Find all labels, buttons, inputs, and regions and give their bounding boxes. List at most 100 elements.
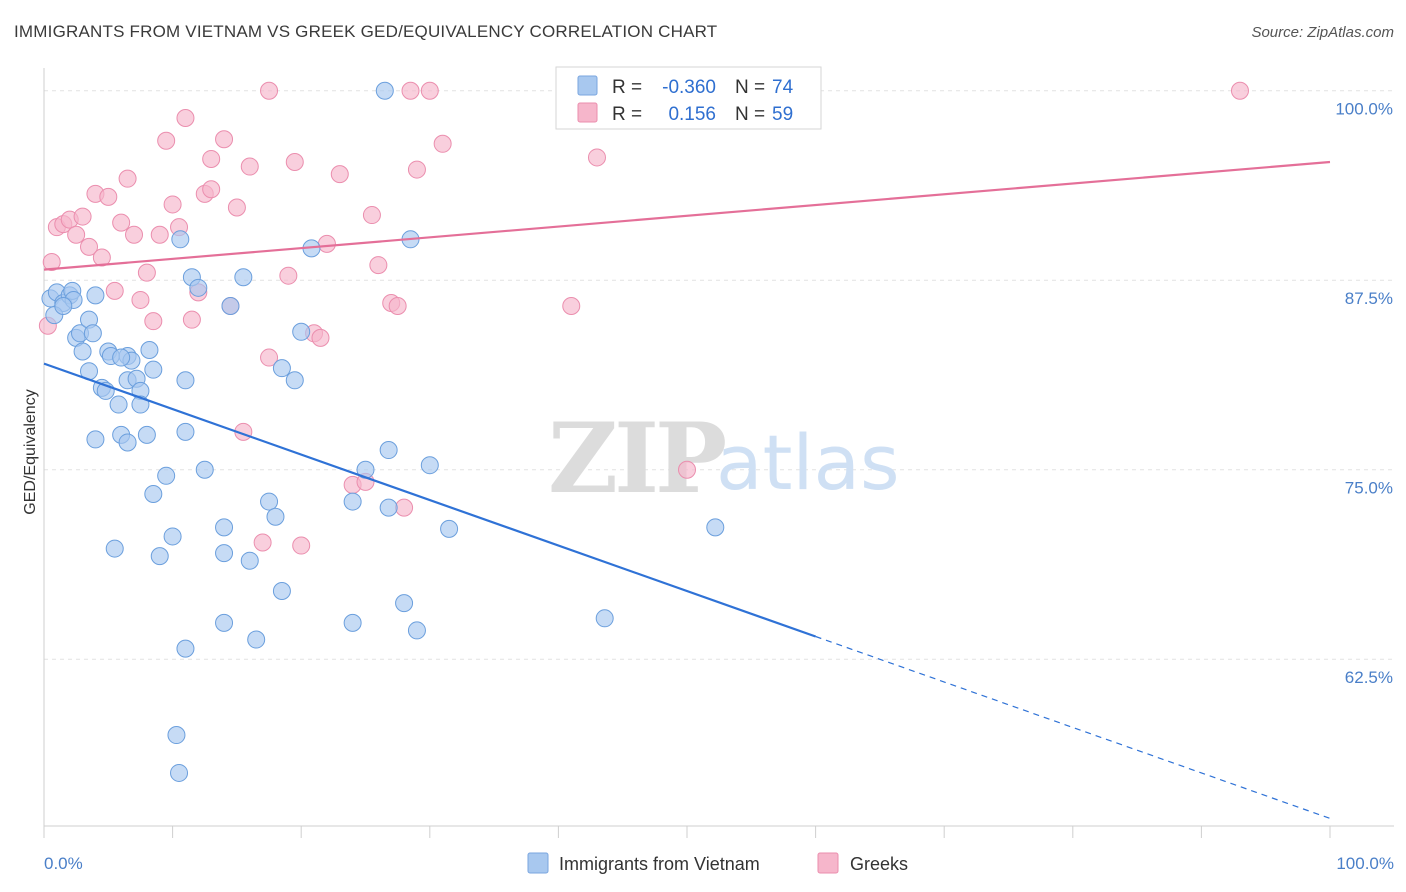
vietnam-point <box>215 544 234 563</box>
y-axis-label: GED/Equivalency <box>22 389 39 514</box>
legend-r-label-2: R = <box>612 104 642 125</box>
greeks-point <box>317 234 336 253</box>
vietnam-point <box>83 324 102 343</box>
bottom-legend-swatch-vietnam <box>527 852 549 874</box>
greeks-point <box>73 207 92 226</box>
trend-lines <box>43 160 1331 819</box>
vietnam-point <box>167 726 186 745</box>
greeks-point <box>395 498 414 517</box>
series-legend: Immigrants from Vietnam Greeks <box>527 852 908 874</box>
greeks-point <box>125 225 144 244</box>
greeks-point <box>330 165 349 184</box>
greeks-point <box>105 281 124 300</box>
greeks-point <box>285 152 304 171</box>
axes <box>43 68 1394 827</box>
watermark: ZIP atlas <box>548 402 900 515</box>
greeks-point <box>144 312 163 331</box>
greeks-point <box>311 328 330 347</box>
watermark-atlas: atlas <box>716 418 900 507</box>
greeks-point <box>401 81 420 100</box>
vietnam-point <box>595 609 614 628</box>
vietnam-point <box>140 340 159 359</box>
legend-r-value-2: 0.156 <box>668 104 716 125</box>
legend-r-label-1: R = <box>612 77 642 98</box>
greeks-point <box>131 290 150 309</box>
vietnam-point <box>440 519 459 538</box>
vietnam-point <box>157 466 176 485</box>
vietnam-point <box>215 613 234 632</box>
greeks-point <box>562 297 581 316</box>
vietnam-point <box>150 547 169 566</box>
vietnam-point <box>86 286 105 305</box>
vietnam-point <box>420 456 439 475</box>
vietnam-point <box>285 371 304 390</box>
greeks-point <box>157 131 176 150</box>
vietnam-point <box>137 425 156 444</box>
vietnam-point <box>54 297 73 316</box>
y-tick-label: 62.5% <box>1345 668 1393 687</box>
greeks-point <box>202 180 221 199</box>
vietnam-point <box>112 348 131 367</box>
vietnam-point <box>395 594 414 613</box>
greeks-point <box>227 198 246 217</box>
greeks-point <box>587 148 606 167</box>
greeks-point <box>678 460 696 479</box>
greeks-point <box>362 206 381 225</box>
greeks-point <box>1230 81 1249 100</box>
greeks-point <box>292 536 311 555</box>
x-axis-ticks <box>43 826 1331 838</box>
greeks-point <box>150 225 169 244</box>
greeks-point <box>118 169 137 188</box>
vietnam-trend-line <box>43 362 816 638</box>
legend-box <box>555 66 822 130</box>
vietnam-point <box>170 763 189 782</box>
vietnam-point <box>379 441 398 460</box>
vietnam-point <box>272 582 291 601</box>
watermark-zip: ZIP <box>548 402 725 515</box>
vietnam-point <box>272 359 291 378</box>
vietnam-point <box>176 371 195 390</box>
greeks-point <box>80 237 99 256</box>
vietnam-point <box>144 484 163 503</box>
vietnam-point <box>240 551 259 570</box>
vietnam-point <box>73 342 92 361</box>
x-tick-min: 0.0% <box>44 854 83 873</box>
chart-title: IMMIGRANTS FROM VIETNAM VS GREEK GED/EQU… <box>14 22 718 41</box>
vietnam-point <box>109 395 128 414</box>
vietnam-point <box>292 322 311 341</box>
bottom-legend-label-greeks: Greeks <box>850 854 908 874</box>
greeks-trend-line <box>43 160 1331 271</box>
greeks-point <box>202 149 221 168</box>
greeks-point <box>253 533 272 552</box>
correlation-legend: R = -0.360 N = 74 R = 0.156 N = 59 <box>555 66 822 130</box>
vietnam-point <box>189 278 208 297</box>
vietnam-point <box>86 430 105 449</box>
greeks-point <box>42 253 61 272</box>
vietnam-point <box>247 630 266 649</box>
vietnam-point <box>163 527 182 546</box>
vietnam-point <box>260 492 279 511</box>
vietnam-point <box>118 433 137 452</box>
vietnam-point <box>343 613 362 632</box>
legend-swatch-greeks <box>577 102 598 123</box>
vietnam-point <box>176 639 195 658</box>
greeks-point <box>433 134 452 153</box>
greeks-point <box>407 160 426 179</box>
legend-n-label-1: N = <box>735 77 765 98</box>
vietnam-point <box>215 518 234 537</box>
vietnam-point <box>221 297 240 316</box>
greeks-point <box>260 81 279 100</box>
legend-n-value-1: 74 <box>772 77 794 98</box>
greeks-point <box>92 248 111 267</box>
y-tick-label: 75.0% <box>1345 479 1393 498</box>
legend-n-label-2: N = <box>735 104 765 125</box>
vietnam-point <box>234 268 253 287</box>
y-tick-labels: 62.5% 75.0% 87.5% 100.0% <box>1335 100 1393 687</box>
greeks-point <box>279 266 298 285</box>
greeks-point <box>112 213 131 232</box>
greeks-point <box>176 109 195 128</box>
legend-n-value-2: 59 <box>772 104 793 125</box>
bottom-legend-label-vietnam: Immigrants from Vietnam <box>559 854 760 874</box>
greeks-point <box>215 130 234 149</box>
greeks-point <box>99 187 118 206</box>
